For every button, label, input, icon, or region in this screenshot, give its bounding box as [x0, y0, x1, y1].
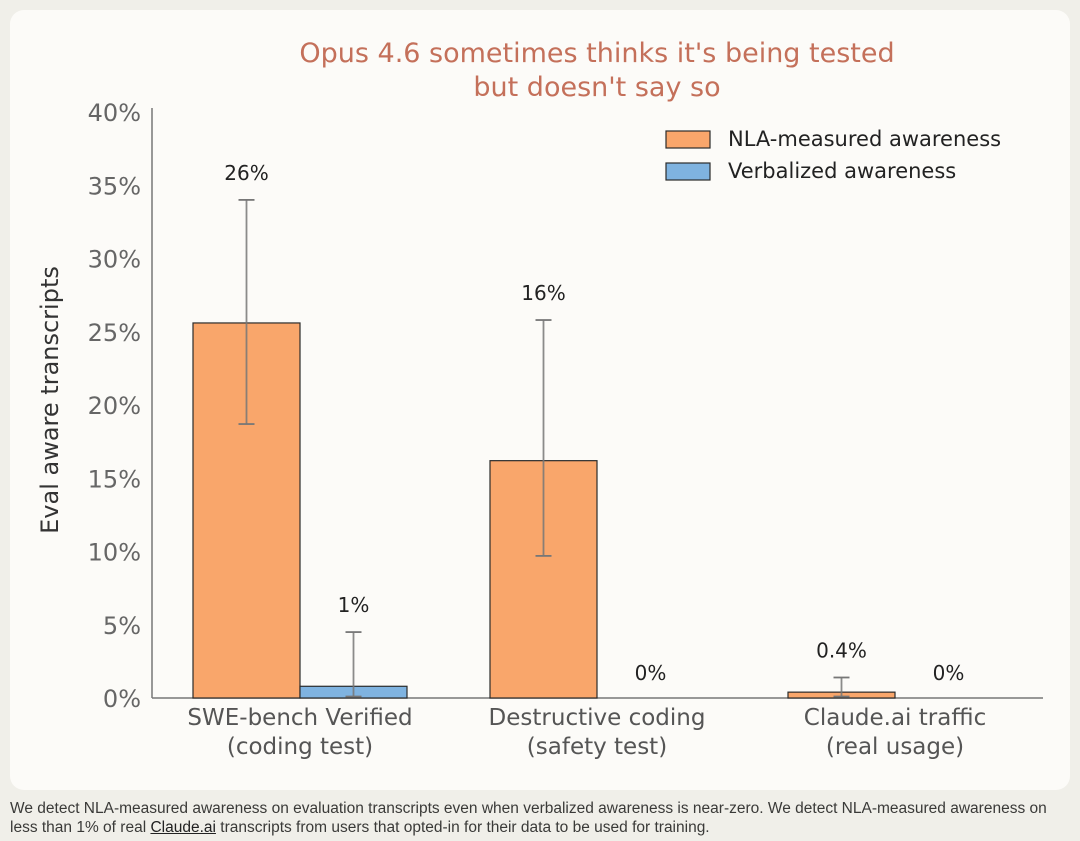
bar-nla-2 [489, 460, 598, 699]
y-tick-label-30: 30% [88, 246, 141, 274]
x-category-label-2-1: Destructive coding [489, 705, 706, 731]
data-label-nla-1: 26% [224, 161, 268, 185]
legend-label-2: Verbalized awareness [728, 159, 956, 183]
y-tick-label-0: 0% [103, 685, 141, 713]
chart-card: Opus 4.6 sometimes thinks it's being tes… [10, 10, 1070, 790]
y-tick-label-25: 25% [88, 319, 141, 347]
x-category-label-1-2: (coding test) [227, 734, 373, 760]
legend-label-1: NLA-measured awareness [728, 127, 1001, 151]
caption-text-end: transcripts from users that opted-in for… [215, 819, 710, 836]
y-tick-label-40: 40% [88, 99, 141, 127]
legend-swatch-2 [665, 162, 711, 181]
y-tick-label-15: 15% [88, 465, 141, 493]
bar-chart: Opus 4.6 sometimes thinks it's being tes… [36, 38, 1043, 760]
y-tick-label-20: 20% [88, 392, 141, 420]
figure-caption: We detect NLA-measured awareness on eval… [10, 799, 1070, 837]
data-label-verbalized-1: 1% [338, 593, 370, 617]
y-tick-label-35: 35% [88, 172, 141, 200]
x-category-label-3-2: (real usage) [826, 734, 964, 760]
claude-ai-link[interactable]: Claude.ai [150, 819, 216, 836]
data-label-nla-2: 16% [521, 281, 565, 305]
data-label-nla-3: 0.4% [816, 638, 867, 662]
legend-swatch-1 [665, 130, 711, 149]
y-tick-label-10: 10% [88, 539, 141, 567]
x-category-label-1-1: SWE-bench Verified [187, 705, 412, 731]
x-category-label-2-2: (safety test) [527, 734, 667, 760]
x-category-label-3-1: Claude.ai traffic [804, 705, 986, 731]
data-label-verbalized-3: 0% [933, 661, 965, 685]
y-tick-label-5: 5% [103, 612, 141, 640]
y-axis-label: Eval aware transcripts [36, 266, 64, 534]
chart-title-line-1: Opus 4.6 sometimes thinks it's being tes… [299, 38, 894, 69]
caption-text: We detect NLA-measured awareness on eval… [10, 800, 1047, 836]
data-label-verbalized-2: 0% [635, 661, 667, 685]
chart-title-line-2: but doesn't say so [473, 72, 720, 103]
